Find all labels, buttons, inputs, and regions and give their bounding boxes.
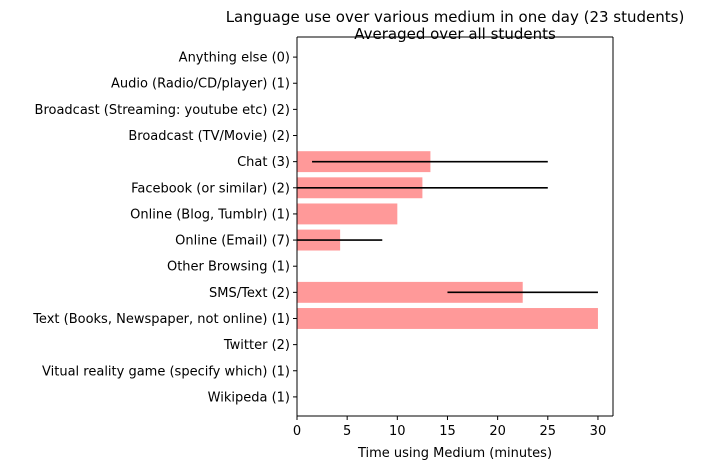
y-tick-label-text-books-newspaper-not-online-1: Text (Books, Newspaper, not online) (1) [32,312,290,327]
bar-online-blog-tumblr-1 [297,203,398,225]
x-tick-label-15: 15 [439,424,456,439]
bar-sms-text-2 [297,281,523,303]
x-tick-label-10: 10 [389,424,406,439]
x-axis-ticks: 0 5 10 15 20 25 30 [293,416,606,439]
y-tick-label-facebook-or-similar-2: Facebook (or similar) (2) [131,181,290,196]
x-tick-label-30: 30 [590,424,607,439]
x-tick-label-25: 25 [540,424,557,439]
y-tick-label-broadcast-streaming-youtube-etc-2: Broadcast (Streaming: youtube etc) (2) [35,103,290,118]
y-tick-label-sms-text-2: SMS/Text (2) [209,286,290,301]
y-tick-label-audio-radio-cd-player-1: Audio (Radio/CD/player) (1) [111,77,290,92]
y-tick-label-other-browsing-1: Other Browsing (1) [167,260,290,275]
y-tick-label-vitual-reality-game-specify-which-1: Vitual reality game (specify which) (1) [42,364,290,379]
bar-text-books-newspaper-not-online-1 [297,308,598,329]
x-tick-label-20: 20 [489,424,506,439]
x-tick-label-5: 5 [343,424,351,439]
y-tick-label-wikipeda-1: Wikipeda (1) [208,390,290,405]
y-tick-label-online-blog-tumblr-1: Online (Blog, Tumblr) (1) [130,207,290,222]
y-tick-label-online-email-7: Online (Email) (7) [175,234,290,249]
x-tick-label-0: 0 [293,424,301,439]
y-tick-label-broadcast-tv-movie-2: Broadcast (TV/Movie) (2) [128,129,290,144]
y-tick-label-chat-3: Chat (3) [237,155,290,170]
error-bars-group [297,160,598,294]
chart-subtitle: Averaged over all students [354,25,556,43]
x-axis-label: Time using Medium (minutes) [357,446,552,461]
chart-title: Language use over various medium in one … [226,8,685,26]
y-tick-label-anything-else-0: Anything else (0) [179,51,290,66]
y-tick-label-twitter-2: Twitter (2) [223,338,290,353]
y-axis-ticks: Anything else (0) Audio (Radio/CD/player)… [32,51,297,405]
